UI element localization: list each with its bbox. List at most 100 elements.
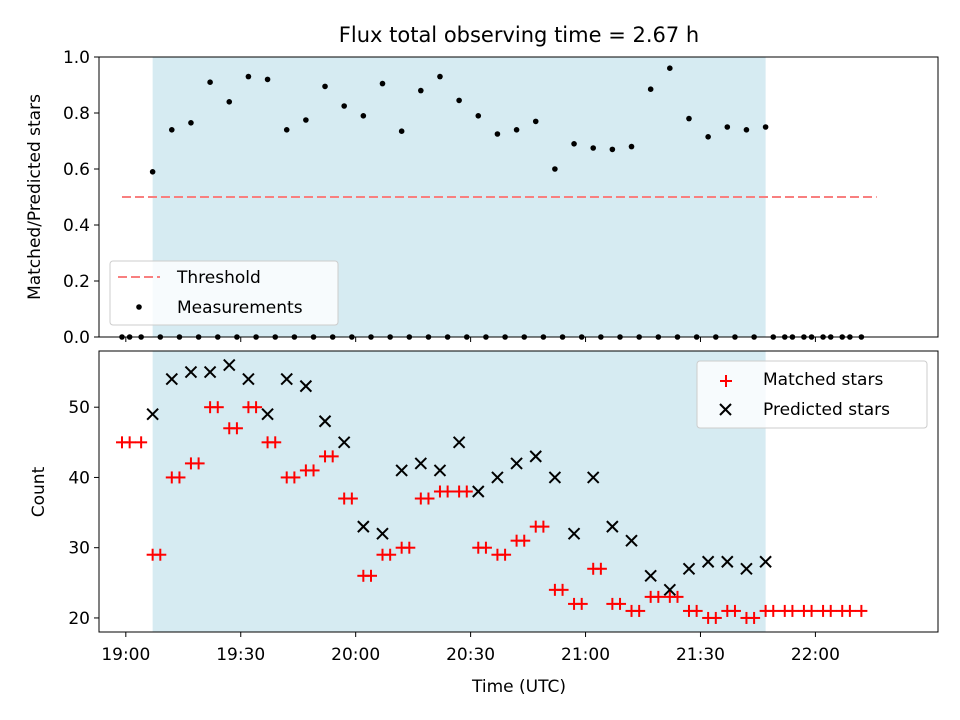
measurement-point [283, 127, 290, 133]
predicted-star-point [759, 555, 772, 568]
predicted-star-point [165, 372, 178, 386]
predicted-star-point [280, 372, 293, 386]
ratio-y-tick-label: 0.4 [63, 216, 90, 236]
measurement-point [149, 169, 156, 175]
matched-star-point [250, 401, 263, 414]
measurement-point [532, 118, 539, 125]
predicted-star-point [261, 408, 274, 421]
matched-star-point [728, 604, 741, 617]
measurement-point [743, 127, 750, 133]
predicted-star-point [146, 408, 159, 421]
predicted-star-point [223, 358, 236, 372]
matched-star-point [805, 604, 818, 617]
matched-star-point [843, 604, 856, 617]
measurement-point [322, 83, 328, 90]
matched-star-point [633, 604, 646, 617]
count-y-label: Count [29, 466, 49, 517]
legend-matched-label: Matched stars [763, 370, 883, 390]
predicted-star-point [529, 450, 542, 463]
measurement-point [609, 146, 616, 153]
ratio-y-tick-label: 1.0 [63, 48, 90, 68]
ratio-y-tick-label: 0.0 [63, 328, 90, 348]
measurement-point [226, 99, 233, 105]
predicted-star-point [606, 520, 619, 533]
matched-star-point [460, 485, 473, 498]
measurement-point [513, 127, 520, 133]
predicted-star-point [203, 365, 217, 379]
count-y-tick-label: 30 [68, 539, 90, 559]
matched-star-point [230, 422, 243, 435]
matched-star-point [499, 548, 512, 561]
predicted-star-point [395, 464, 408, 477]
matched-star-point [690, 604, 703, 617]
predicted-star-point [337, 436, 351, 449]
predicted-star-point [740, 562, 753, 575]
predicted-star-point [510, 457, 523, 470]
matched-star-point [345, 492, 358, 505]
count-y-tick-label: 50 [68, 398, 90, 418]
ratio-y-tick-label: 0.8 [63, 104, 90, 124]
predicted-star-point [299, 379, 313, 393]
matched-star-point [786, 604, 799, 617]
measurement-point [418, 87, 424, 94]
matched-star-point [537, 520, 550, 533]
legend-measurements-label: Measurements [177, 298, 303, 318]
measurement-points [119, 65, 865, 340]
matched-star-point [307, 464, 320, 477]
matched-star-point [767, 604, 780, 617]
predicted-star-point [567, 527, 581, 540]
measurement-point [590, 145, 597, 151]
count-panel-frame [98, 350, 939, 633]
matched-star-point [123, 436, 136, 449]
measurement-point [303, 117, 309, 123]
matched-star-point [748, 611, 761, 624]
measurement-point [168, 127, 175, 133]
measurement-point [398, 128, 405, 134]
measurement-point [475, 113, 482, 119]
predicted-star-point [682, 562, 696, 575]
matched-star-point [556, 583, 569, 596]
measurement-point [341, 103, 347, 109]
measurement-point [379, 80, 386, 87]
ratio-y-tick-label: 0.6 [63, 160, 90, 180]
measurement-point [628, 143, 635, 150]
predicted-star-point [414, 457, 428, 470]
legend-measurements-swatch [136, 304, 142, 310]
legend-threshold-label: Threshold [176, 268, 261, 288]
count-x-tick-label: 20:00 [331, 645, 380, 665]
count-x-tick-label: 21:30 [676, 645, 725, 665]
predicted-star-point [701, 555, 715, 568]
measurement-point [667, 65, 673, 71]
x-axis-label: Time (UTC) [471, 677, 566, 697]
measurement-point [724, 124, 731, 130]
matched-star-point [518, 534, 531, 547]
matched-star-point [709, 611, 722, 624]
matched-star-point [594, 562, 607, 575]
predicted-star-point [721, 555, 734, 568]
predicted-star-point [376, 527, 389, 540]
measurement-point [552, 166, 558, 172]
count-legend: Matched stars Predicted stars [696, 360, 928, 429]
ratio-x-ticks [125, 337, 816, 342]
predicted-star-point [242, 372, 255, 386]
predicted-star-point [184, 365, 198, 379]
matched-star-point [384, 548, 397, 561]
matched-star-point [269, 436, 282, 449]
measurement-point [762, 124, 769, 130]
predicted-star-point [548, 471, 562, 484]
predicted-star-point [433, 464, 447, 477]
ratio-panel: 0.0 0.2 0.4 0.6 0.8 1.0 Flux total observing … [25, 23, 939, 348]
predicted-star-point [586, 471, 600, 484]
count-x-tick-label: 19:30 [216, 645, 265, 665]
count-x-axis: 19:00 19:30 20:00 20:30 21:00 21:30 22:00 [101, 632, 840, 665]
count-y-axis: 20 30 40 50 [68, 398, 99, 629]
predicted-star-point [491, 471, 504, 484]
count-y-tick-label: 40 [68, 468, 90, 488]
count-x-tick-label: 19:00 [101, 645, 150, 665]
matched-star-point [575, 597, 588, 610]
count-x-tick-label: 22:00 [791, 645, 840, 665]
count-y-tick-label: 20 [68, 609, 90, 629]
ratio-y-axis: 0.0 0.2 0.4 0.6 0.8 1.0 [63, 48, 99, 348]
ratio-legend-box [109, 260, 339, 326]
matched-star-point [422, 492, 435, 505]
